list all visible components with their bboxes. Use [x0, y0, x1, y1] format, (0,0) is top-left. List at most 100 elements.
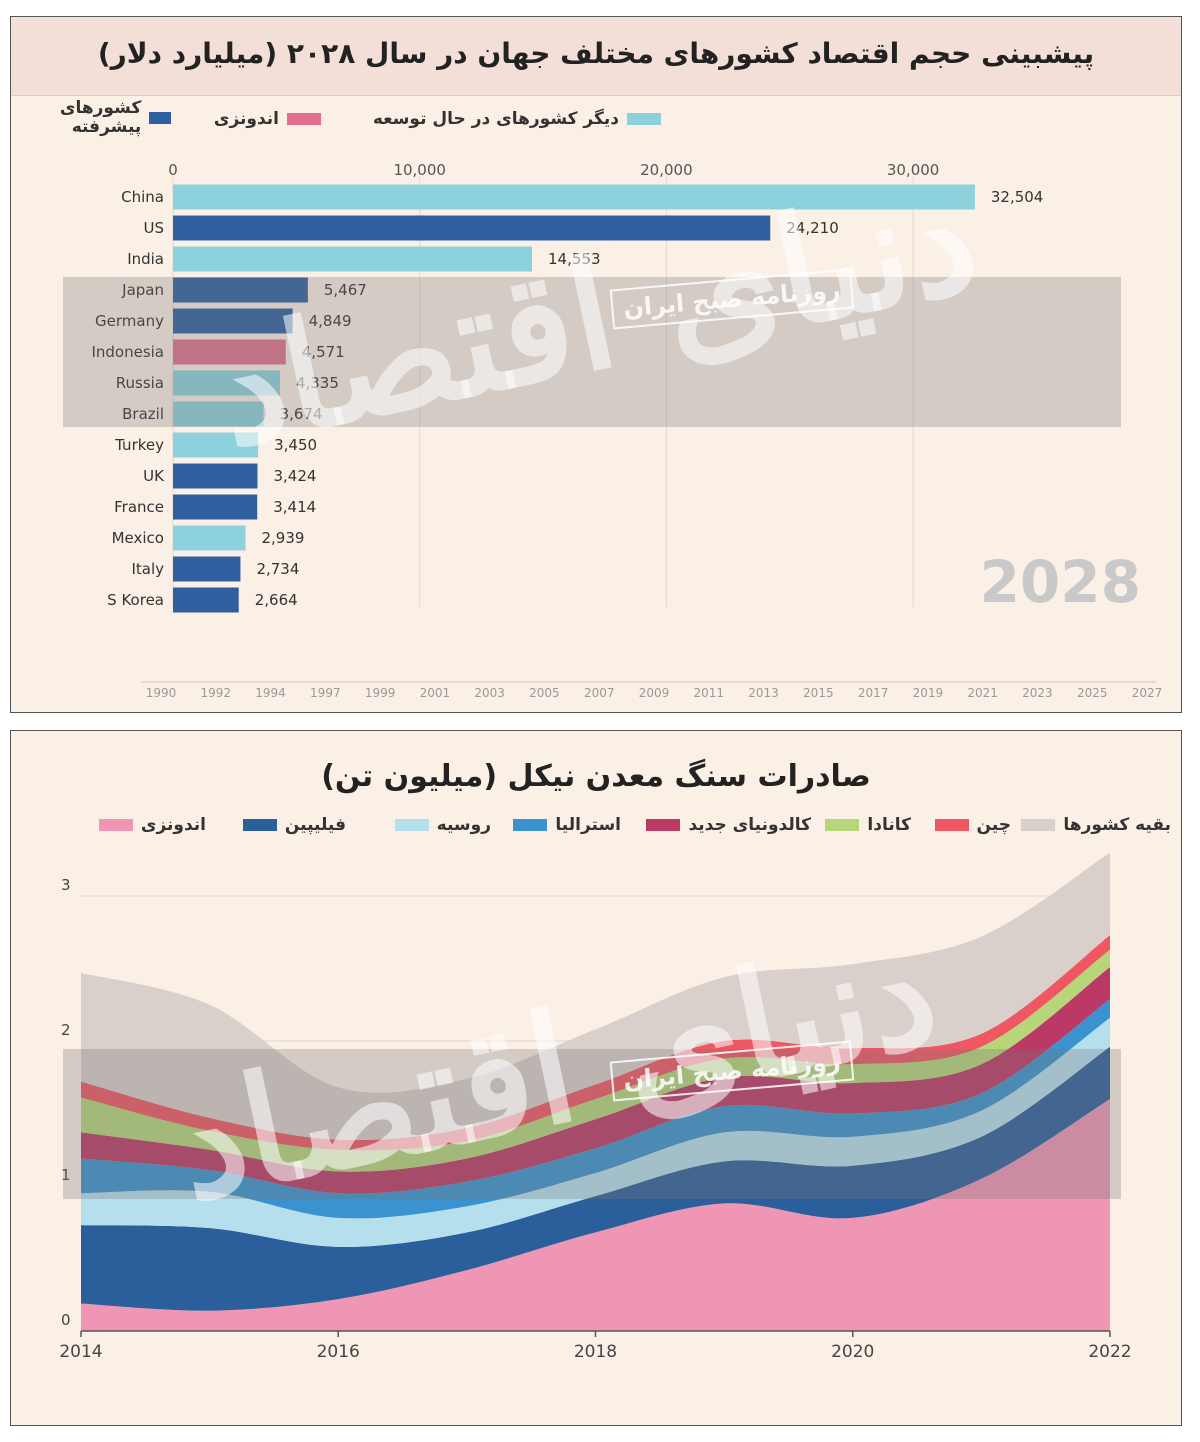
legend-label: دیگر کشورهای در حال توسعه [372, 109, 619, 129]
category-label: US [143, 219, 164, 237]
legend-label: اندونزی [213, 109, 279, 129]
legend-item: روسیه [394, 815, 491, 835]
legend-swatch [513, 819, 548, 831]
category-label: S Korea [107, 591, 164, 609]
legend-label: فیلیپین [284, 815, 346, 835]
timeline-label: 2005 [529, 686, 560, 700]
area-series [81, 1099, 1110, 1331]
value-label: 24,210 [786, 219, 839, 237]
value-label: 5,467 [324, 281, 367, 299]
timeline-label: 2021 [967, 686, 998, 700]
bar [173, 556, 241, 582]
y-tick-label: 3 [61, 876, 71, 894]
area-series [81, 852, 1110, 1140]
value-label: 4,849 [309, 312, 352, 330]
legend-label: چین [976, 815, 1012, 835]
timeline-label: 2015 [803, 686, 834, 700]
timeline-label: 1999 [365, 686, 396, 700]
legend-swatch [98, 819, 133, 831]
timeline-label: 2001 [420, 686, 451, 700]
legend-item-advanced: کشورهای پیشرفته [41, 99, 171, 137]
chart-title: پیشبینی حجم اقتصاد کشورهای مختلف جهان در… [97, 37, 1095, 70]
x-tick-label: 2022 [1088, 1342, 1131, 1362]
y-tick-label: 0 [61, 1311, 71, 1329]
legend-item: چین [934, 815, 1012, 835]
value-label: 3,414 [273, 498, 316, 516]
legend-item: کانادا [825, 815, 911, 835]
bar [173, 525, 246, 551]
x-tick-label: 2014 [59, 1342, 102, 1362]
bar [173, 215, 771, 241]
bar [173, 277, 308, 303]
timeline-label: 2003 [474, 686, 505, 700]
x-tick-label: 30,000 [887, 161, 940, 179]
timeline-label: 1990 [146, 686, 177, 700]
legend-label: اندونزی [140, 815, 206, 835]
bar [173, 463, 258, 489]
x-tick-label: 10,000 [393, 161, 446, 179]
legend-label: بقیه کشورها [1063, 815, 1171, 835]
timeline-label: 1992 [201, 686, 232, 700]
bar [173, 587, 239, 613]
legend-label: کشورهای پیشرفته [59, 98, 142, 137]
value-label: 4,335 [296, 374, 339, 392]
category-label: Turkey [114, 436, 164, 454]
legend-label: روسیه [436, 815, 491, 835]
bar [173, 339, 286, 365]
timeline-label: 2017 [858, 686, 889, 700]
category-label: Brazil [122, 405, 164, 423]
category-label: China [121, 188, 164, 206]
y-tick-label: 2 [61, 1021, 71, 1039]
legend-swatch [1021, 819, 1056, 831]
chart-title: صادرات سنگ معدن نیکل (میلیون تن) [321, 759, 871, 794]
timeline-label: 2007 [584, 686, 615, 700]
value-label: 2,664 [255, 591, 298, 609]
legend-swatch [149, 112, 171, 124]
x-tick-label: 2020 [831, 1342, 874, 1362]
bar [173, 432, 259, 458]
bar [173, 401, 264, 427]
category-label: UK [143, 467, 165, 485]
legend-item: استرالیا [513, 815, 621, 835]
watermark-band [63, 1049, 1121, 1199]
value-label: 2,939 [262, 529, 305, 547]
legend-item-developing: دیگر کشورهای در حال توسعه [373, 109, 661, 129]
legend-item: بقیه کشورها [1021, 815, 1171, 835]
value-label: 3,674 [280, 405, 323, 423]
category-label: France [114, 498, 164, 516]
gdp-forecast-panel: پیشبینی حجم اقتصاد کشورهای مختلف جهان در… [10, 16, 1182, 713]
legend-swatch [825, 819, 860, 831]
category-label: India [127, 250, 164, 268]
bar [173, 494, 258, 520]
category-label: Russia [116, 374, 164, 392]
legend-label: استرالیا [555, 815, 621, 835]
bar [173, 308, 293, 334]
legend-item: کالدونیای جدید [646, 815, 811, 835]
legend-item: فیلیپین [242, 815, 346, 835]
timeline-label: 2009 [639, 686, 670, 700]
area-series [81, 1017, 1110, 1247]
timeline-label: 2023 [1022, 686, 1053, 700]
nickel-exports-panel: صادرات سنگ معدن نیکل (میلیون تن) بقیه کش… [10, 730, 1182, 1426]
timeline-label: 2011 [694, 686, 725, 700]
legend-item-indonesia: اندونزی [214, 109, 321, 129]
category-label: Indonesia [91, 343, 164, 361]
legend-label: کانادا [867, 815, 911, 835]
category-label: Japan [121, 281, 164, 299]
category-label: Germany [95, 312, 164, 330]
category-label: Mexico [112, 529, 164, 547]
year-label: 2028 [980, 548, 1141, 616]
timeline-label: 1997 [310, 686, 341, 700]
value-label: 2,734 [256, 560, 299, 578]
x-tick-label: 2018 [574, 1342, 617, 1362]
legend-swatch [934, 819, 969, 831]
timeline-label: 2027 [1132, 686, 1163, 700]
x-tick-label: 2016 [317, 1342, 360, 1362]
legend-swatch [287, 113, 321, 125]
legend-swatch [646, 819, 681, 831]
title-band: پیشبینی حجم اقتصاد کشورهای مختلف جهان در… [11, 17, 1181, 96]
legend-swatch [394, 819, 429, 831]
value-label: 4,571 [302, 343, 345, 361]
area-series [81, 1046, 1110, 1311]
bar-chart: 0 10,000 20,000 30,000 1990 1992 1994 1997 1999 2… [91, 161, 1163, 700]
